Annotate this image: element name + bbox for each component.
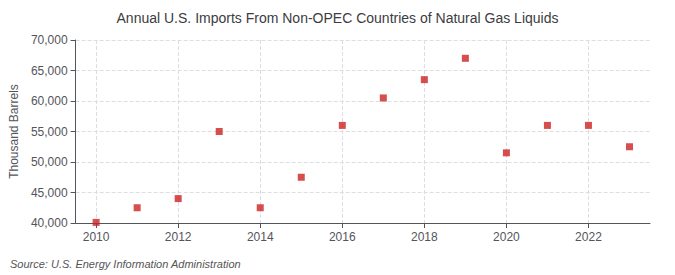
- svg-text:50,000: 50,000: [31, 155, 68, 169]
- svg-text:2018: 2018: [411, 230, 438, 244]
- svg-text:Thousand Barrels: Thousand Barrels: [7, 84, 21, 179]
- svg-text:2020: 2020: [493, 230, 520, 244]
- svg-text:Source: U.S. Energy Informatio: Source: U.S. Energy Information Administ…: [10, 258, 241, 270]
- svg-text:Annual U.S. Imports From Non-O: Annual U.S. Imports From Non-OPEC Countr…: [117, 10, 559, 26]
- svg-text:70,000: 70,000: [31, 33, 68, 47]
- svg-text:2016: 2016: [329, 230, 356, 244]
- svg-text:2012: 2012: [165, 230, 192, 244]
- svg-text:40,000: 40,000: [31, 216, 68, 230]
- svg-text:2014: 2014: [247, 230, 274, 244]
- svg-text:45,000: 45,000: [31, 186, 68, 200]
- svg-text:2022: 2022: [575, 230, 602, 244]
- svg-text:60,000: 60,000: [31, 94, 68, 108]
- svg-text:2010: 2010: [83, 230, 110, 244]
- svg-text:55,000: 55,000: [31, 125, 68, 139]
- svg-text:65,000: 65,000: [31, 64, 68, 78]
